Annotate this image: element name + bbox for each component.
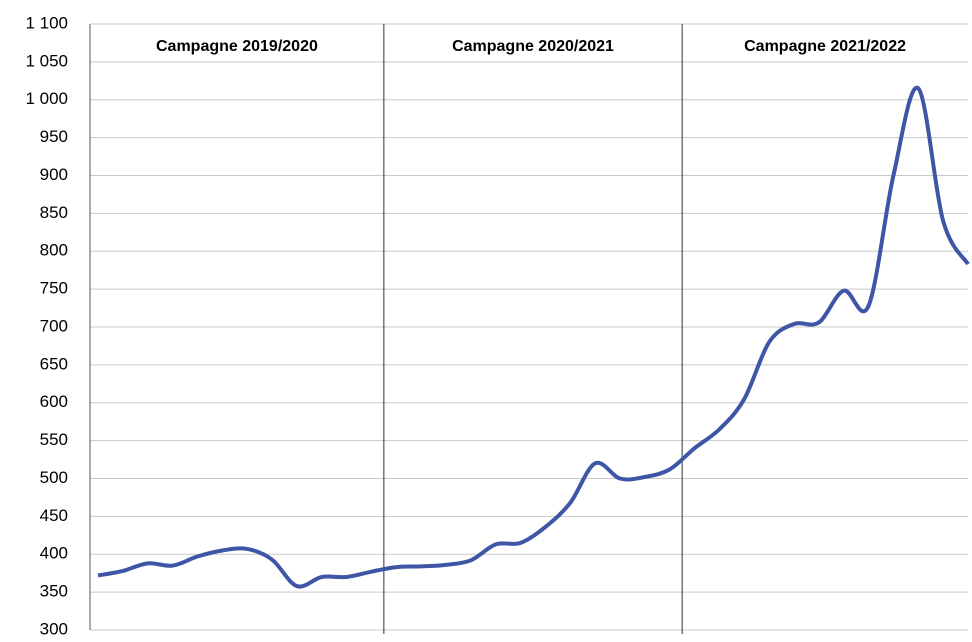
line-series bbox=[97, 85, 970, 589]
y-tick-label: 1 100 bbox=[25, 13, 68, 32]
y-tick-label: 1 000 bbox=[25, 89, 68, 108]
y-tick-label: 600 bbox=[40, 392, 68, 411]
y-tick-label: 950 bbox=[40, 127, 68, 146]
y-tick-label: 350 bbox=[40, 582, 68, 601]
section-label: Campagne 2021/2022 bbox=[744, 38, 906, 55]
section-label: Campagne 2019/2020 bbox=[156, 38, 318, 55]
y-tick-label: 550 bbox=[40, 430, 68, 449]
y-tick-label: 450 bbox=[40, 506, 68, 525]
y-tick-label: 400 bbox=[40, 544, 68, 563]
y-tick-label: 750 bbox=[40, 279, 68, 298]
y-tick-label: 900 bbox=[40, 165, 68, 184]
y-tick-label: 300 bbox=[40, 619, 68, 637]
section-label: Campagne 2020/2021 bbox=[452, 38, 614, 55]
y-tick-label: 850 bbox=[40, 203, 68, 222]
y-tick-label: 700 bbox=[40, 316, 68, 335]
y-tick-label: 650 bbox=[40, 354, 68, 373]
y-tick-label: 500 bbox=[40, 468, 68, 487]
y-tick-label: 800 bbox=[40, 241, 68, 260]
y-tick-label: 1 050 bbox=[25, 51, 68, 70]
